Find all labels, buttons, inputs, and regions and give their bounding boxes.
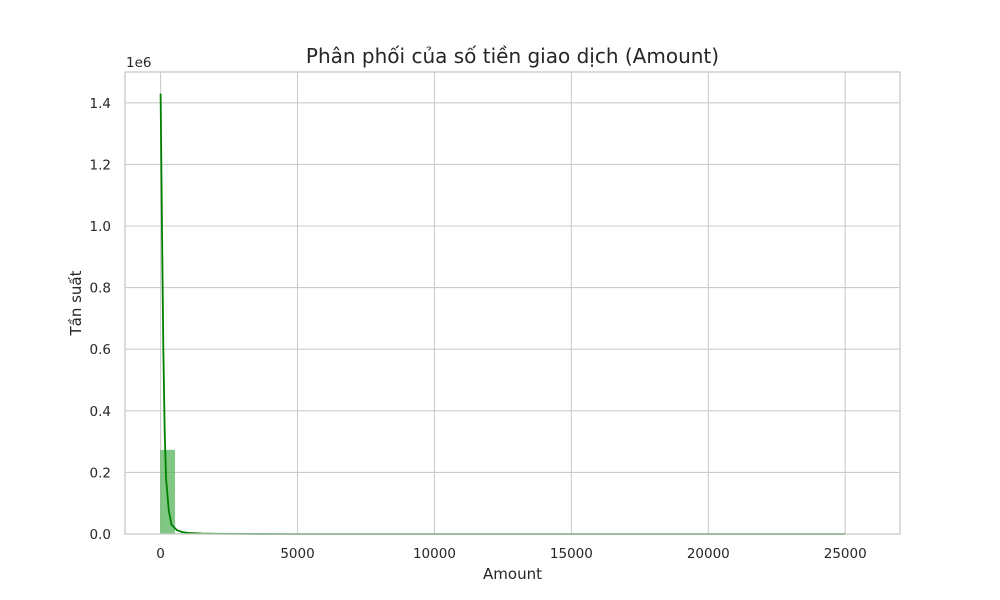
- chart-title: Phân phối của số tiền giao dịch (Amount): [306, 44, 719, 68]
- y-offset-text: 1e6: [126, 55, 151, 71]
- x-ticks: 0 5000 10000 15000 20000 25000: [156, 546, 866, 562]
- x-tick-label: 0: [156, 546, 165, 562]
- y-tick-label: 0.8: [90, 281, 111, 297]
- x-tick-label: 5000: [280, 546, 314, 562]
- grid: [125, 72, 900, 535]
- plot-frame: [124, 71, 901, 535]
- y-ticks: 0.0 0.2 0.4 0.6 0.8 1.0 1.2 1.4: [90, 96, 111, 543]
- x-tick-label: 10000: [413, 546, 456, 562]
- kde-curve-group: [159, 93, 846, 535]
- x-tick-label: 20000: [687, 546, 730, 562]
- y-tick-label: 1.4: [90, 96, 111, 112]
- y-tick-label: 0.2: [90, 465, 111, 481]
- kde-curve: [159, 93, 846, 535]
- y-tick-label: 1.0: [90, 219, 111, 235]
- y-axis-label: Tần suất: [67, 270, 85, 336]
- y-tick-label: 1.2: [90, 157, 111, 173]
- y-tick-label: 0.0: [90, 527, 111, 543]
- y-tick-label: 0.4: [90, 404, 111, 420]
- x-axis-label: Amount: [483, 565, 542, 583]
- y-tick-label: 0.6: [90, 342, 111, 358]
- x-tick-label: 15000: [550, 546, 593, 562]
- x-tick-label: 25000: [824, 546, 867, 562]
